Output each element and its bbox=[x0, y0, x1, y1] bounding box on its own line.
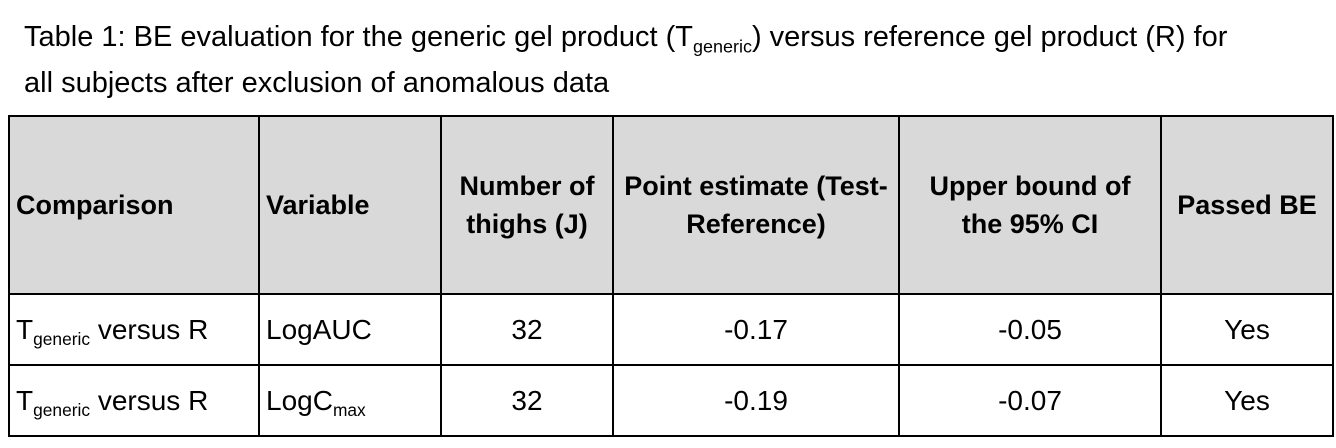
table-cell: -0.07 bbox=[898, 364, 1162, 437]
header-cell: Upper bound of the 95% CI bbox=[898, 115, 1162, 295]
table-cell: -0.19 bbox=[612, 364, 900, 437]
table-cell: LogAUC bbox=[258, 293, 442, 366]
subscript: generic bbox=[33, 399, 91, 420]
table-cell: Tgeneric versus R bbox=[8, 364, 260, 437]
header-cell: Point estimate (Test-Reference) bbox=[612, 115, 900, 295]
text-part: versus R bbox=[90, 313, 209, 345]
text-part: Table 1: BE evaluation for the generic g… bbox=[24, 21, 693, 53]
text-part: T bbox=[16, 384, 34, 416]
text-part: versus R bbox=[90, 384, 209, 416]
text-part: T bbox=[16, 313, 34, 345]
table-body: Tgeneric versus R LogAUC 32 -0.17 -0.05 Yes Tg… bbox=[8, 293, 1334, 437]
table-row: Tgeneric versus R LogCmax 32 -0.19 -0.07 Yes bbox=[8, 364, 1334, 437]
table: Comparison Variable Number of thighs (J) Po… bbox=[8, 115, 1334, 437]
table-cell: 32 bbox=[440, 293, 614, 366]
text-part: LogC bbox=[266, 384, 333, 416]
header-cell: Number of thighs (J) bbox=[440, 115, 614, 295]
table-cell: Tgeneric versus R bbox=[8, 293, 260, 366]
header-cell: Variable bbox=[258, 115, 442, 295]
header-cell: Comparison bbox=[8, 115, 260, 295]
subscript: max bbox=[332, 399, 366, 420]
table-cell: Yes bbox=[1160, 364, 1334, 437]
text-part: ) versus reference gel product (R) for a… bbox=[24, 21, 1228, 99]
header-row: Comparison Variable Number of thighs (J) Po… bbox=[8, 115, 1334, 295]
subscript: generic bbox=[33, 328, 91, 349]
table-row: Tgeneric versus R LogAUC 32 -0.17 -0.05 Yes bbox=[8, 293, 1334, 366]
table-cell: -0.17 bbox=[612, 293, 900, 366]
header-cell: Passed BE bbox=[1160, 115, 1334, 295]
table-cell: Yes bbox=[1160, 293, 1334, 366]
table-cell: 32 bbox=[440, 364, 614, 437]
table-cell: -0.05 bbox=[898, 293, 1162, 366]
subscript: generic bbox=[693, 36, 752, 57]
table-cell: LogCmax bbox=[258, 364, 442, 437]
table-caption: Table 1: BE evaluation for the generic g… bbox=[24, 14, 1254, 106]
